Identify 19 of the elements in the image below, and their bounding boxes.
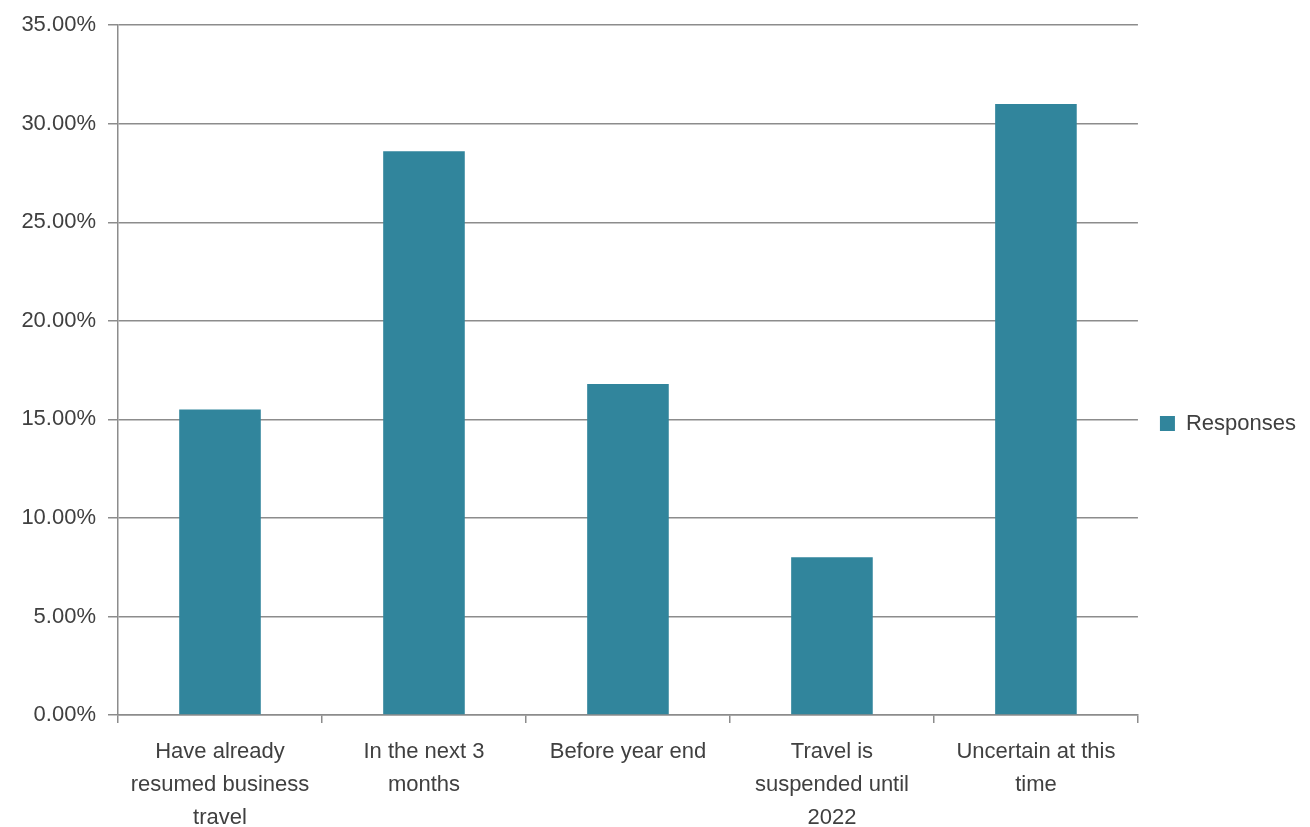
y-tick-label: 0.00% (33, 701, 96, 727)
x-tick-label: Travel is suspended until 2022 (754, 737, 910, 827)
x-tick-label: Have already resumed business travel (130, 737, 310, 827)
y-tick-label: 35.00% (21, 11, 96, 37)
y-tick-label: 25.00% (21, 208, 96, 234)
x-tick-label: In the next 3 months (363, 737, 485, 796)
y-tick-label: 10.00% (21, 503, 96, 529)
y-tick-label: 20.00% (21, 306, 96, 332)
bar (995, 104, 1077, 715)
y-tick-label: 30.00% (21, 109, 96, 135)
x-tick-label: Before year end (549, 737, 707, 763)
bar (179, 409, 261, 715)
bar (383, 151, 465, 715)
bar (791, 557, 873, 715)
bar (587, 383, 669, 715)
y-tick-label: 15.00% (21, 405, 96, 431)
y-tick-label: 5.00% (33, 602, 96, 628)
x-tick-label: Uncertain at this time (956, 737, 1116, 796)
legend-label: Responses (1185, 409, 1297, 435)
